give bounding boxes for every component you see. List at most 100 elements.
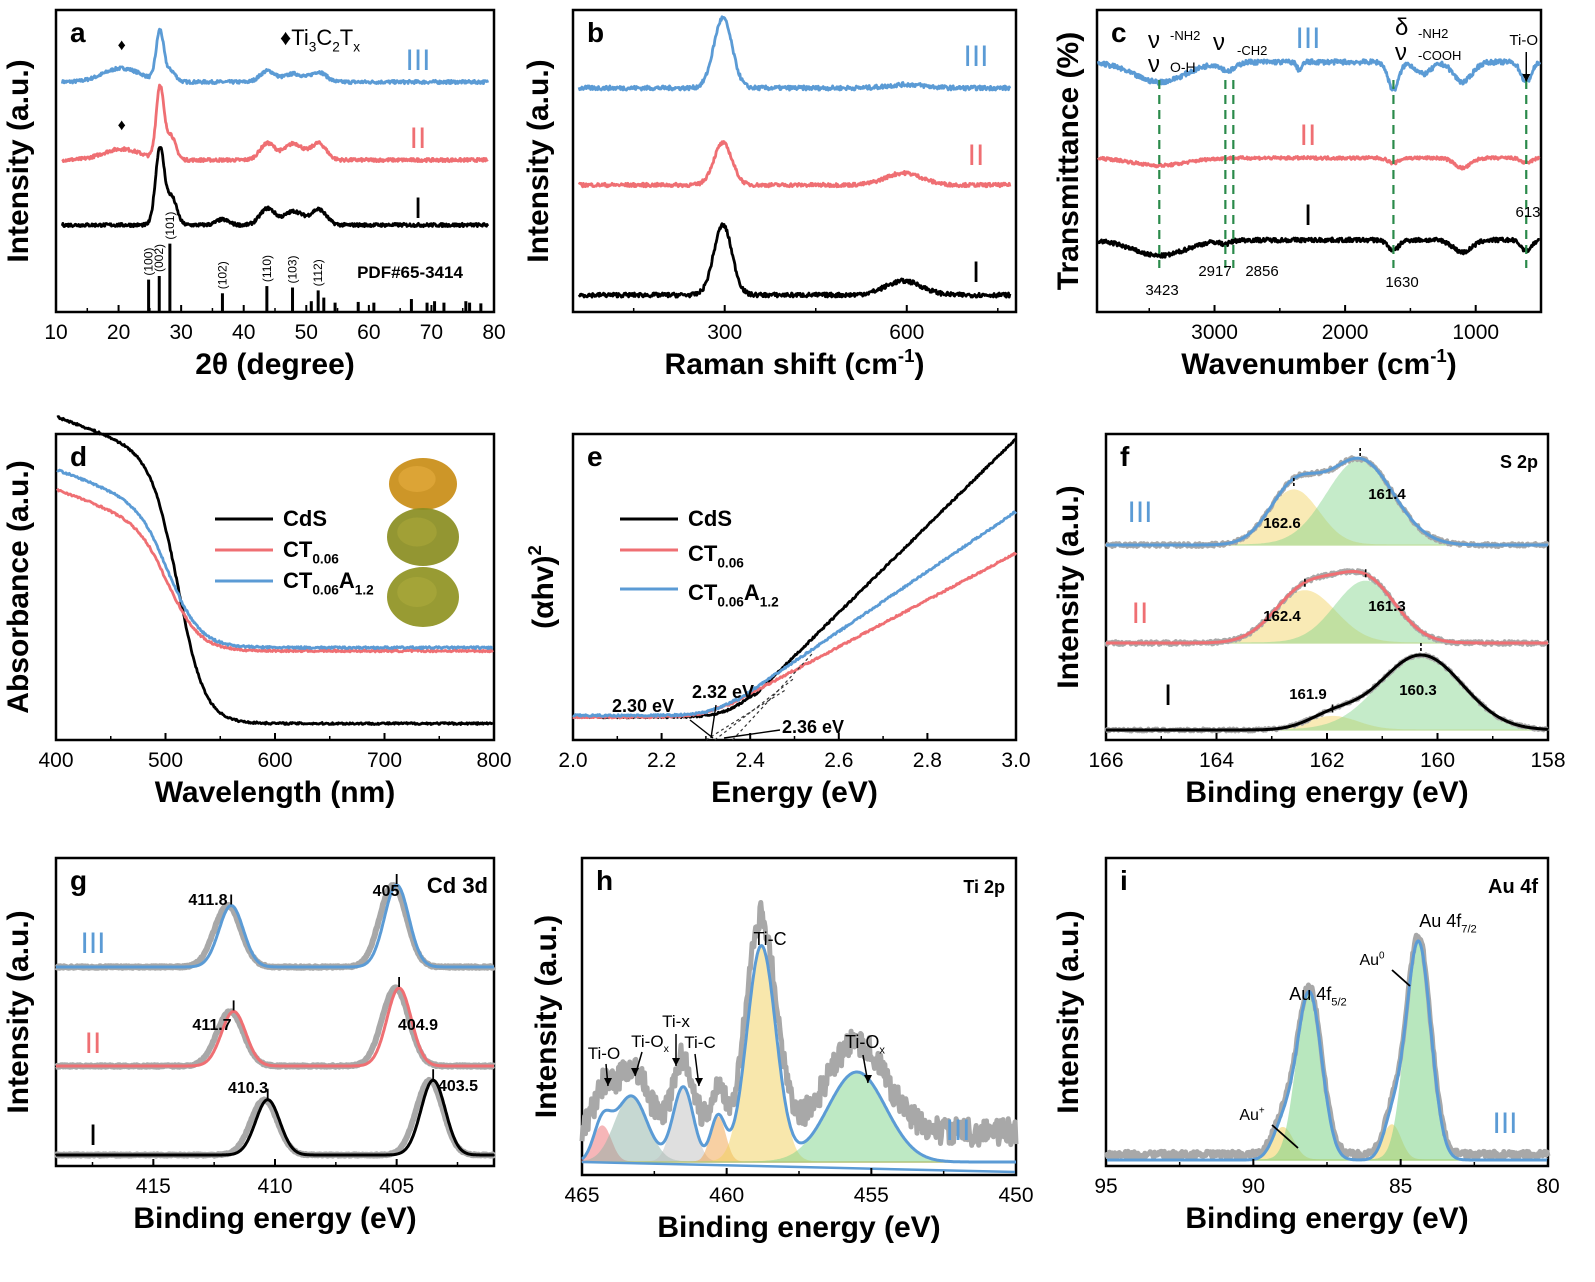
component-label: Ti-C xyxy=(684,1033,715,1052)
x-tick-label: 60 xyxy=(357,321,380,344)
peak-marker: ♦ xyxy=(118,37,126,54)
x-axis-label: Binding energy (eV) xyxy=(1185,1202,1468,1235)
x-axis-label: Binding energy (eV) xyxy=(133,1202,416,1235)
series-line-III xyxy=(1105,939,1549,1162)
label-part: 1.2 xyxy=(760,595,779,610)
label-part: x xyxy=(353,40,360,55)
x-tick-label: 80 xyxy=(482,321,505,344)
x-tick-label: 500 xyxy=(148,749,183,772)
edge-label: 2.36 eV xyxy=(782,717,844,737)
panel-title: Ti 2p xyxy=(963,877,1005,897)
wavenumber-label: 3423 xyxy=(1145,282,1178,299)
y-axis-label: Intensity (a.u.) xyxy=(1052,485,1085,688)
x-tick-label: 465 xyxy=(564,1184,599,1207)
x-tick-label: 166 xyxy=(1088,749,1123,772)
annotation-arrow xyxy=(1271,1124,1299,1149)
x-tick-label: 85 xyxy=(1389,1175,1412,1198)
x-tick-label: 600 xyxy=(257,749,292,772)
x-tick-label: 1000 xyxy=(1452,321,1499,344)
baseline xyxy=(581,1160,1017,1174)
panel-c: c 3423 2917 2856 1630 613 ν -NH2 ν O-H ν -CH2 δ -NH2 ν… xyxy=(1052,8,1543,381)
peak-label: 411.8 xyxy=(188,892,227,909)
label-part: CT xyxy=(688,541,718,566)
x-tick-label: 400 xyxy=(38,749,73,772)
x-tick-label: 3.0 xyxy=(1001,749,1030,772)
x-tick-label: 164 xyxy=(1199,749,1234,772)
y-axis-label: Intensity (a.u.) xyxy=(530,915,563,1118)
label-part: ♦Ti xyxy=(280,25,309,50)
band-label: Ti-O xyxy=(1509,32,1538,49)
x-tick-label: 800 xyxy=(476,749,511,772)
series-line-III xyxy=(581,944,1017,1164)
series-line-CdS xyxy=(572,438,1017,720)
series-line-CT0.06A1.2 xyxy=(572,510,1018,718)
x-axis-label: Energy (eV) xyxy=(711,776,878,809)
series-line-II xyxy=(61,83,489,163)
component-label: Ti-Ox xyxy=(631,1032,669,1055)
label-part: Au xyxy=(1359,952,1379,969)
series-line-II xyxy=(55,986,495,1068)
annotation-arrowhead xyxy=(631,1068,639,1076)
label-part: CT xyxy=(688,580,718,605)
series-label: III xyxy=(80,927,105,960)
label-part: -1 xyxy=(898,345,915,366)
edge-label: 2.32 eV xyxy=(692,682,754,702)
label-part: 0.06 xyxy=(717,595,744,610)
band-label: -COOH xyxy=(1418,48,1461,63)
series-label: II xyxy=(1300,119,1317,152)
peak-label: 162.4 xyxy=(1263,608,1301,625)
x-axis-label: Binding energy (eV) xyxy=(657,1211,940,1244)
x-axis-label: 2θ (degree) xyxy=(195,348,355,381)
series-label: II xyxy=(968,139,985,172)
x-tick-label: 2.4 xyxy=(736,749,766,772)
x-tick-label: 30 xyxy=(169,321,192,344)
legend-entry: CT0.06 xyxy=(688,541,744,571)
panel-letter: i xyxy=(1120,865,1128,896)
component-label: Ti-x xyxy=(662,1012,690,1031)
x-tick-label: 2.0 xyxy=(558,749,587,772)
x-axis-label: Binding energy (eV) xyxy=(1185,776,1468,809)
series-line-CT0.06A1.2 xyxy=(56,468,494,650)
panel-letter: f xyxy=(1120,441,1130,472)
panel-letter: g xyxy=(70,865,87,896)
annotation-arrowhead xyxy=(1522,74,1531,82)
annotation-arrowhead xyxy=(864,1075,872,1083)
x-tick-label: 2.8 xyxy=(913,749,942,772)
label-part: CT xyxy=(283,568,313,593)
x-tick-label: 415 xyxy=(136,1175,171,1198)
label-part: 7/2 xyxy=(1461,923,1477,935)
label-part: 0.06 xyxy=(717,556,744,571)
panel-letter: e xyxy=(587,441,603,472)
x-tick-label: 2.6 xyxy=(824,749,853,772)
y-axis-label: Intensity (a.u.) xyxy=(2,910,35,1113)
series-label: I xyxy=(1164,679,1172,712)
x-tick-label: 162 xyxy=(1309,749,1344,772)
series-label: I xyxy=(1304,199,1312,232)
series-line-II xyxy=(1097,155,1541,171)
legend-entry: ♦Ti3C2Tx xyxy=(280,25,360,55)
hkl-label: (102) xyxy=(215,261,229,289)
band-symbol: ν xyxy=(1148,27,1160,54)
x-tick-label: 2000 xyxy=(1322,321,1369,344)
label-part: Au xyxy=(1239,1107,1259,1124)
panel-title: Au 4f xyxy=(1488,876,1538,898)
hkl-label: (112) xyxy=(311,259,325,286)
series-line-I xyxy=(577,222,1012,299)
x-tick-label: 20 xyxy=(107,321,130,344)
peak-label: 161.9 xyxy=(1289,686,1327,703)
peak-label: 161.4 xyxy=(1368,486,1406,503)
x-tick-label: 70 xyxy=(420,321,443,344)
band-label: -NH2 xyxy=(1418,26,1448,41)
wavenumber-label: 2917 xyxy=(1198,263,1231,280)
label-part: Wavenumber (cm xyxy=(1181,348,1430,381)
peak-label: 405 xyxy=(373,883,400,900)
raw-data xyxy=(579,900,1019,1148)
hkl-label: (101) xyxy=(163,212,177,240)
x-tick-label: 2.2 xyxy=(647,749,676,772)
band-symbol: ν xyxy=(1213,29,1225,56)
